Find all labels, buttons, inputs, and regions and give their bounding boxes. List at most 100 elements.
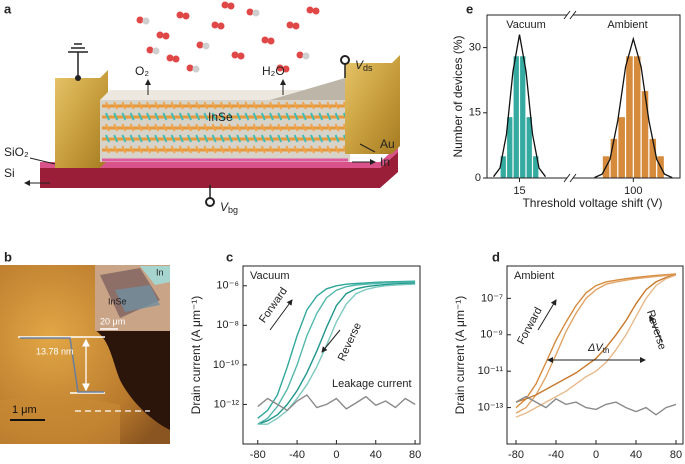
bond [178,112,184,121]
histogram-bar [610,138,618,178]
bond [326,101,332,110]
bond [277,145,283,154]
bond [170,134,176,143]
symbol: V [355,58,364,72]
bond [203,101,209,110]
terminal [340,55,350,65]
atom [152,47,160,55]
fit-curve [594,36,673,179]
bond [285,145,291,154]
bond [211,123,217,132]
bond [219,101,225,110]
bond [310,112,315,121]
bond [310,134,315,143]
x-axis-label: Gate voltage (V) [288,462,375,464]
annotation: Reverse [336,321,364,363]
bond [219,112,225,121]
atom [186,64,194,72]
annotation: ΔVth [587,342,609,355]
bond [170,145,176,154]
bond [236,134,242,143]
bond [260,123,266,132]
label: Vbg [220,200,238,215]
bond [129,123,135,132]
panel-label: d [492,249,500,264]
legend-label: Vacuum [506,19,546,31]
bond [301,112,307,121]
bond [154,145,160,154]
bond [269,101,274,110]
afm-image: 13.78 nm 1 μm 20 μm In InSe [0,265,170,444]
bond [236,145,242,154]
bond [137,123,143,132]
fit-curve [492,34,547,178]
bond [244,101,250,110]
bond [236,123,242,132]
bond [277,123,283,132]
bond [318,123,324,132]
data-line [257,281,416,425]
x-tick-label: 0 [333,449,339,461]
bond [219,145,225,154]
y-tick-label: 10⁻⁹ [480,329,503,341]
bond [146,123,151,132]
x-tick-label: -80 [250,449,266,461]
atom [196,41,204,49]
histogram-bar [520,56,526,178]
bond [113,112,119,121]
atom [302,52,310,60]
au-electrode [345,55,400,154]
molecules [136,1,320,73]
bond [252,112,258,121]
subscript: ds [363,63,373,73]
contact-ramp [270,78,345,100]
bond [146,145,151,154]
x-tick-label: 80 [670,449,682,461]
bond [285,134,291,143]
data-line [257,394,416,412]
y-tick-label: 15 [469,107,481,119]
bond [334,123,340,132]
x-tick-label: 40 [630,449,642,461]
histogram-bar [633,56,641,178]
bond [211,101,217,110]
atom [282,65,290,73]
device-schematic: O₂ H₂O InSe Au In SiO₂ Si Vds Vbg [4,1,400,215]
profile-trace [20,337,104,393]
y-axis-label: Drain current (A μm⁻¹) [189,296,203,415]
break-mark [569,173,577,183]
panel-label: b [4,249,12,264]
bond [277,134,283,143]
delta-symbol: ΔV [587,342,604,354]
axis-break [566,11,573,19]
bond [178,123,184,132]
bond [146,112,151,121]
plot-frame [506,265,684,445]
bond [293,134,299,143]
x-tick-label: -40 [548,449,564,461]
flake-edge [0,396,120,444]
bond [137,134,143,143]
sio2-layer [40,146,398,168]
arrow [649,315,663,343]
atom [172,55,180,63]
histogram-bar [513,56,519,178]
label: In [380,155,390,169]
histogram-bar [500,156,506,178]
bond [129,145,135,154]
atom [261,36,269,44]
bond [154,112,160,121]
x-axis-label: Gate voltage (V) [551,462,638,464]
annotation: Forward [257,285,290,325]
bond [154,123,160,132]
bond [293,145,299,154]
label: 20 μm [100,316,125,326]
annotation: Leakage current [332,378,412,390]
x-tick-label: -40 [289,449,305,461]
bond [195,112,201,121]
bond [121,145,127,154]
subscript: bg [228,205,238,215]
bond [269,134,274,143]
